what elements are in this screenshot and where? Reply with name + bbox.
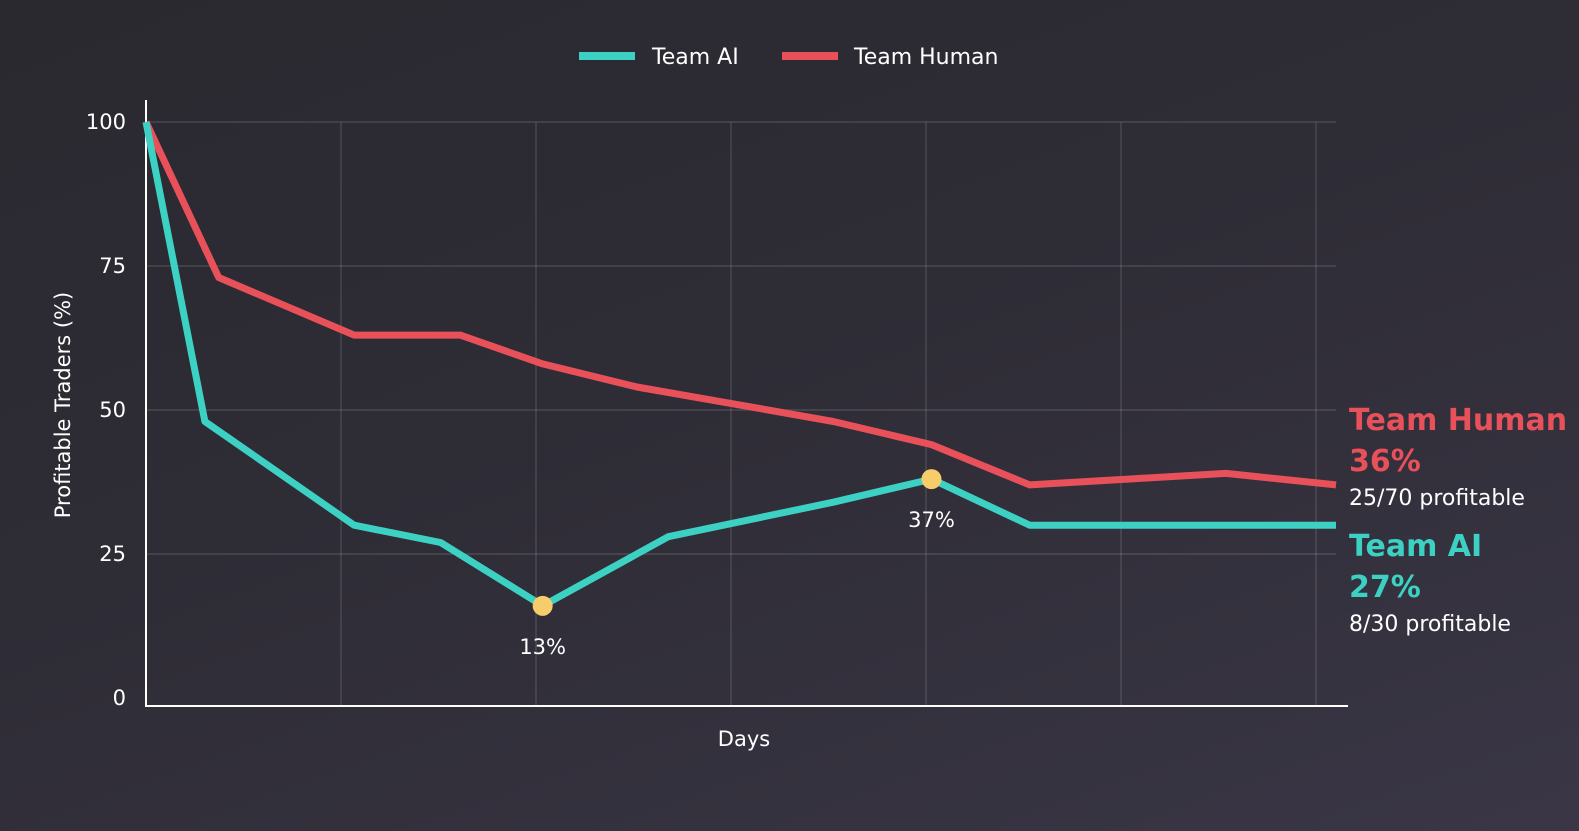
end-label-name-team-ai: Team AI — [1349, 529, 1482, 564]
y-tick-labels: 0 25 50 75 100 — [86, 110, 126, 710]
end-label-percent-team-human: 36% — [1349, 444, 1421, 479]
legend-label-team-human: Team Human — [853, 45, 998, 70]
annotation-markers: 13% 37% — [519, 469, 955, 659]
series-line-team-ai — [142, 121, 1336, 610]
annotation-marker — [921, 469, 942, 490]
end-labels: Team Human 36% 25/70 profitable Team AI 27% 8… — [1349, 403, 1567, 637]
legend: Team AI Team Human — [579, 45, 998, 70]
y-tick-label: 0 — [113, 686, 126, 710]
grid — [146, 121, 1336, 706]
annotation-marker — [532, 595, 553, 616]
y-axis-label: Profitable Traders (%) — [51, 292, 75, 519]
y-tick-label: 100 — [86, 110, 126, 134]
end-label-name-team-human: Team Human — [1349, 403, 1567, 438]
end-label-detail-team-ai: 8/30 profitable — [1349, 612, 1511, 637]
axes — [145, 100, 1348, 707]
series-line-team-human — [142, 120, 1337, 489]
y-tick-label: 25 — [99, 542, 126, 566]
end-label-detail-team-human: 25/70 profitable — [1349, 486, 1525, 511]
series-lines — [142, 120, 1337, 610]
legend-label-team-ai: Team AI — [651, 45, 739, 70]
annotation-label: 37% — [908, 508, 955, 532]
end-label-percent-team-ai: 27% — [1349, 570, 1421, 605]
x-axis-label: Days — [718, 727, 770, 751]
y-tick-label: 75 — [99, 254, 126, 278]
annotation-label: 13% — [519, 635, 566, 659]
y-tick-label: 50 — [99, 398, 126, 422]
